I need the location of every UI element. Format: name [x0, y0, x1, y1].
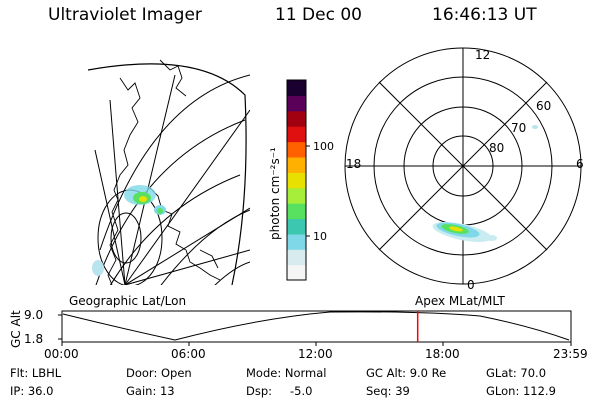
geographic-panel-label: Geographic Lat/Lon [69, 294, 187, 308]
mlat-label-70: 70 [511, 121, 526, 135]
map-aurora-emission [92, 185, 166, 276]
gain-info: Gain: 13 [126, 384, 175, 398]
colorbar-band [287, 233, 306, 250]
colorbar-band [287, 95, 306, 112]
mlt-label-0: 0 [467, 278, 475, 292]
mlt-label-12: 12 [475, 48, 490, 62]
colorbar-band [287, 141, 306, 158]
time-tick-1800: 18:00 [425, 347, 460, 361]
seq-info: Seq: 39 [366, 384, 410, 398]
ip-info: IP: 36.0 [10, 384, 54, 398]
mlt-label-18: 18 [346, 157, 361, 171]
time-tick-2359: 23:59 [553, 347, 588, 361]
y-tick-label-9: 9.0 [24, 308, 43, 322]
mode-info: Mode: Normal [246, 366, 327, 380]
colorbar [287, 80, 306, 281]
colorbar-band [287, 218, 306, 235]
y-tick-label-1.8: 1.8 [24, 332, 43, 346]
colorbar-band [287, 187, 306, 204]
colorbar-frame [286, 79, 307, 281]
gc-alt-axis-label: GC Alt [9, 310, 23, 348]
time-tick-1200: 12:00 [298, 347, 333, 361]
door-info: Door: Open [126, 366, 192, 380]
time-label: 16:46:13 UT [432, 5, 537, 25]
colorbar-unit-label: photon cm⁻²s⁻¹ [268, 147, 282, 240]
mlat-label-60: 60 [536, 99, 551, 113]
geographic-map [88, 59, 250, 285]
colorbar-tick-label-10: 10 [313, 230, 327, 243]
altitude-curve [62, 311, 570, 341]
colorbar-band [287, 249, 306, 266]
dsp-label: Dsp: [246, 384, 273, 398]
time-tick-0600: 06:00 [171, 347, 206, 361]
gc-alt-info: GC Alt: 9.0 Re [366, 366, 447, 380]
apex-panel-label: Apex MLat/MLT [415, 294, 505, 308]
colorbar-band [287, 156, 306, 173]
altitude-plot-frame [61, 310, 572, 343]
instrument-title: Ultraviolet Imager [48, 5, 202, 25]
glon-info: GLon: 112.9 [486, 384, 556, 398]
colorbar-band [287, 80, 306, 96]
polar-plot [344, 47, 582, 285]
time-tick-0000: 00:00 [44, 347, 79, 361]
colorbar-tick-label-100: 100 [313, 140, 334, 153]
mlat-label-80: 80 [489, 141, 504, 155]
colorbar-band [287, 172, 306, 189]
colorbar-band [287, 110, 306, 127]
colorbar-band [287, 203, 306, 220]
date-label: 11 Dec 00 [275, 5, 362, 25]
filter-info: Flt: LBHL [10, 366, 62, 380]
dsp-value: -5.0 [290, 384, 313, 398]
colorbar-band [287, 126, 306, 143]
glat-info: GLat: 70.0 [486, 366, 547, 380]
polar-aurora-emission [432, 125, 538, 243]
mlt-label-6: 6 [576, 157, 584, 171]
colorbar-band [287, 264, 306, 281]
